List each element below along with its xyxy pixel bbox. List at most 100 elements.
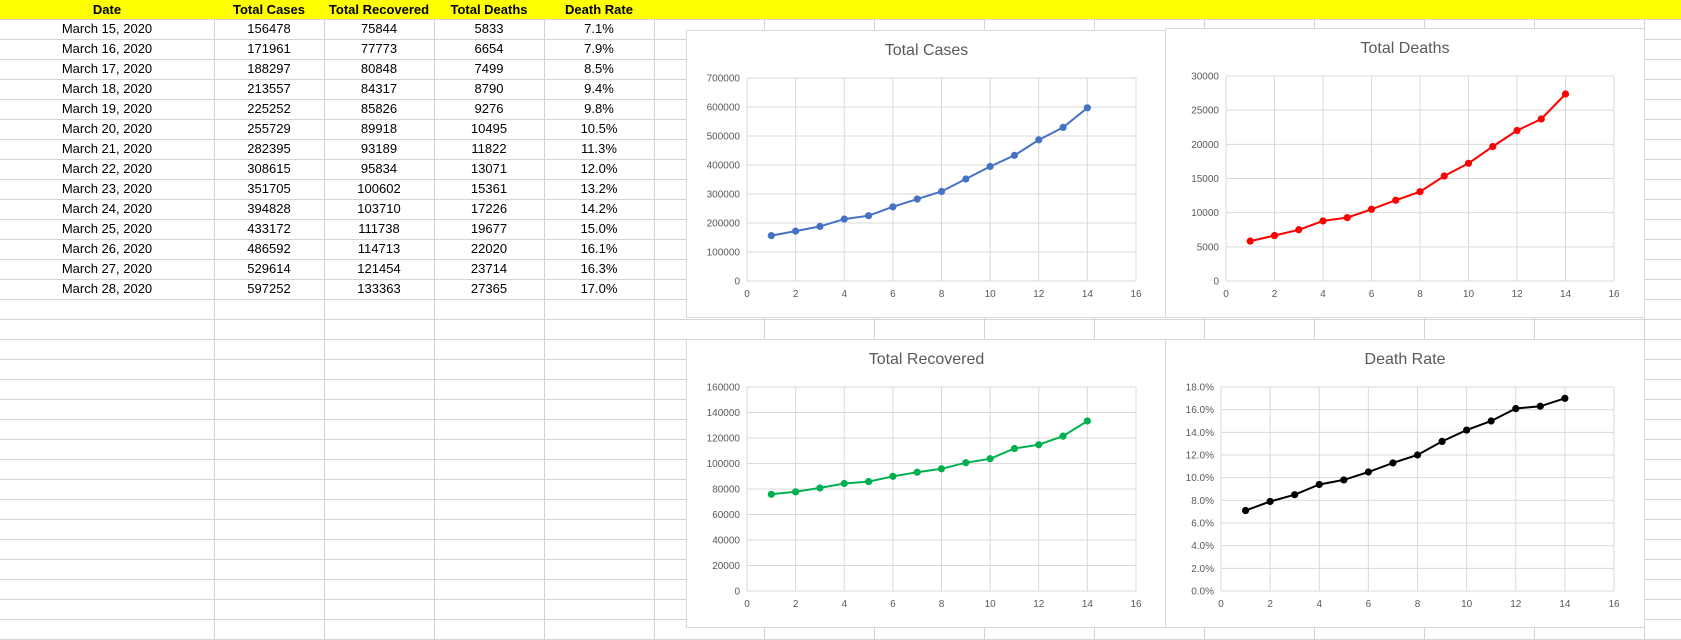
cell-total-deaths[interactable]: 11822: [471, 141, 507, 156]
data-point[interactable]: [1083, 104, 1091, 112]
cell-date[interactable]: March 22, 2020: [61, 161, 153, 176]
cell-total-recovered[interactable]: 89918: [360, 121, 398, 136]
data-point[interactable]: [1413, 451, 1422, 459]
cell-total-deaths[interactable]: 19677: [470, 221, 508, 236]
data-point[interactable]: [1364, 468, 1372, 476]
cell-total-cases[interactable]: 529614: [247, 261, 291, 276]
data-point[interactable]: [1340, 476, 1348, 484]
data-point[interactable]: [792, 488, 800, 496]
data-point[interactable]: [1537, 115, 1545, 123]
data-point[interactable]: [1319, 217, 1327, 225]
header-total-deaths[interactable]: Total Deaths: [450, 2, 528, 17]
cell-total-recovered[interactable]: 121454: [357, 261, 401, 276]
data-point[interactable]: [816, 484, 824, 492]
cell-total-cases[interactable]: 213557: [247, 81, 291, 96]
data-point[interactable]: [1035, 441, 1043, 449]
cell-death-rate[interactable]: 17.0%: [580, 281, 618, 296]
cell-date[interactable]: March 17, 2020: [61, 61, 153, 76]
cell-total-recovered[interactable]: 111738: [358, 221, 400, 236]
data-point[interactable]: [1059, 432, 1067, 440]
data-point[interactable]: [792, 227, 800, 235]
cell-total-deaths[interactable]: 9276: [474, 101, 504, 116]
cell-total-recovered[interactable]: 95834: [360, 161, 398, 176]
cell-total-cases[interactable]: 171961: [247, 41, 291, 56]
cell-total-cases[interactable]: 351705: [247, 181, 291, 196]
cell-total-cases[interactable]: 394828: [247, 201, 291, 216]
cell-date[interactable]: March 20, 2020: [61, 121, 153, 136]
data-point[interactable]: [1512, 404, 1520, 413]
data-point[interactable]: [1561, 394, 1569, 402]
data-point[interactable]: [1241, 506, 1250, 515]
data-point[interactable]: [1389, 459, 1397, 467]
header-date[interactable]: Date: [92, 2, 122, 17]
data-point[interactable]: [1463, 426, 1471, 434]
cell-death-rate[interactable]: 9.8%: [584, 101, 614, 116]
cell-death-rate[interactable]: 15.0%: [580, 221, 618, 236]
data-point[interactable]: [1367, 205, 1376, 213]
cell-total-recovered[interactable]: 77773: [360, 41, 398, 56]
cell-total-deaths[interactable]: 13071: [470, 161, 508, 176]
data-point[interactable]: [864, 477, 873, 486]
data-point[interactable]: [1035, 136, 1043, 144]
cell-total-deaths[interactable]: 5833: [474, 21, 504, 36]
cell-total-recovered[interactable]: 75844: [360, 21, 398, 36]
data-point[interactable]: [1392, 196, 1400, 204]
cell-date[interactable]: March 21, 2020: [61, 141, 153, 156]
data-point[interactable]: [986, 455, 994, 463]
cell-total-cases[interactable]: 225252: [247, 101, 291, 116]
cell-date[interactable]: March 15, 2020: [61, 21, 153, 36]
data-point[interactable]: [1438, 437, 1446, 445]
cell-death-rate[interactable]: 16.3%: [580, 261, 618, 276]
data-point[interactable]: [1440, 172, 1448, 180]
data-point[interactable]: [1489, 142, 1497, 151]
cell-death-rate[interactable]: 11.3%: [581, 141, 617, 156]
cell-total-cases[interactable]: 255729: [247, 121, 291, 136]
cell-total-cases[interactable]: 433172: [247, 221, 291, 236]
data-point[interactable]: [1416, 188, 1424, 196]
data-point[interactable]: [889, 472, 897, 480]
data-point[interactable]: [1487, 417, 1495, 425]
data-point[interactable]: [937, 465, 946, 473]
data-point[interactable]: [1295, 226, 1303, 234]
data-point[interactable]: [1315, 480, 1323, 489]
cell-date[interactable]: March 27, 2020: [61, 261, 153, 276]
cell-total-recovered[interactable]: 114713: [357, 241, 401, 256]
cell-total-recovered[interactable]: 133363: [357, 281, 401, 296]
data-point[interactable]: [913, 195, 921, 203]
data-point[interactable]: [1270, 231, 1279, 240]
cell-date[interactable]: March 28, 2020: [61, 281, 153, 296]
cell-total-recovered[interactable]: 103710: [357, 201, 401, 216]
cell-date[interactable]: March 19, 2020: [61, 101, 153, 116]
data-point[interactable]: [986, 162, 994, 171]
cell-date[interactable]: March 26, 2020: [61, 241, 153, 256]
data-point[interactable]: [1343, 214, 1351, 222]
chart-total-deaths[interactable]: Total Deaths 0 5000 10000 15000 20000 25000 300…: [1165, 28, 1645, 318]
data-point[interactable]: [1246, 237, 1254, 245]
data-point[interactable]: [962, 459, 970, 467]
cell-total-deaths[interactable]: 27365: [470, 281, 508, 296]
header-total-cases[interactable]: Total Cases: [232, 2, 305, 17]
cell-date[interactable]: March 18, 2020: [61, 81, 153, 96]
cell-total-recovered[interactable]: 84317: [360, 81, 398, 96]
cell-total-deaths[interactable]: 15361: [470, 181, 508, 196]
data-point[interactable]: [840, 215, 848, 223]
data-point[interactable]: [1010, 151, 1019, 159]
cell-death-rate[interactable]: 8.5%: [584, 61, 614, 76]
cell-total-deaths[interactable]: 6654: [474, 41, 504, 56]
cell-death-rate[interactable]: 16.1%: [580, 241, 618, 256]
data-point[interactable]: [767, 490, 775, 498]
data-point[interactable]: [1266, 497, 1274, 506]
cell-total-recovered[interactable]: 80848: [360, 61, 398, 76]
data-point[interactable]: [1561, 90, 1570, 98]
data-point[interactable]: [816, 222, 824, 230]
cell-date[interactable]: March 16, 2020: [61, 41, 153, 56]
header-total-recovered[interactable]: Total Recovered: [328, 2, 430, 17]
cell-total-recovered[interactable]: 100602: [357, 181, 401, 196]
data-point[interactable]: [962, 175, 970, 183]
data-point[interactable]: [1536, 402, 1544, 410]
cell-total-deaths[interactable]: 10495: [470, 121, 508, 136]
data-point[interactable]: [1464, 159, 1473, 167]
data-point[interactable]: [913, 468, 921, 476]
cell-date[interactable]: March 25, 2020: [61, 221, 153, 236]
data-point[interactable]: [1010, 444, 1019, 453]
